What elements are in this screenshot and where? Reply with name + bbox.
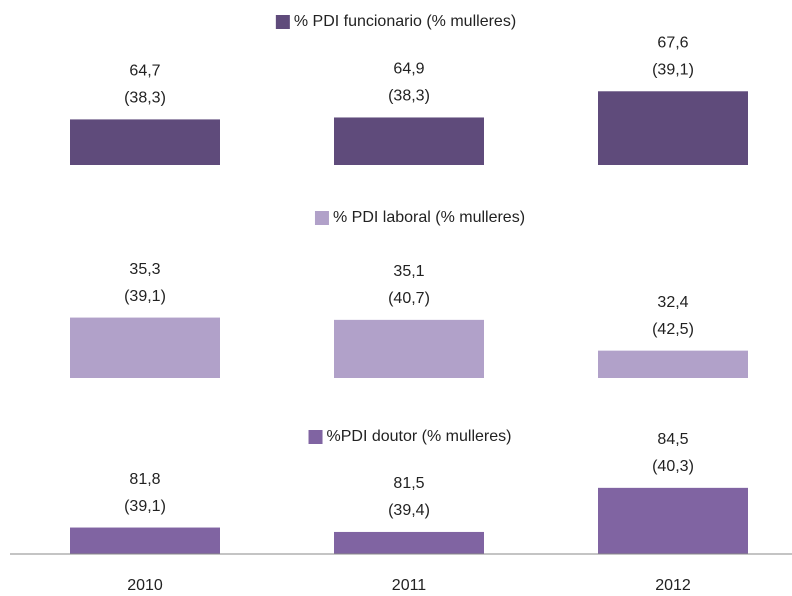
x-tick-label: 2012 <box>655 577 691 594</box>
bar <box>598 487 748 554</box>
legend-label: % PDI funcionario (% mulleres) <box>294 13 516 30</box>
women-label: (40,3) <box>652 458 694 475</box>
bar <box>70 317 220 378</box>
value-label: 67,6 <box>657 34 688 51</box>
women-label: (42,5) <box>652 321 694 338</box>
women-label: (39,1) <box>124 498 166 515</box>
bar <box>598 350 748 378</box>
x-tick-label: 2010 <box>127 577 163 594</box>
bar <box>334 319 484 378</box>
bar <box>70 527 220 554</box>
value-label: 81,8 <box>129 471 160 488</box>
value-label: 64,9 <box>393 61 424 78</box>
value-label: 81,5 <box>393 475 424 492</box>
women-label: (38,3) <box>124 90 166 107</box>
value-label: 35,3 <box>129 261 160 278</box>
legend-label: %PDI doutor (% mulleres) <box>327 428 512 445</box>
value-label: 32,4 <box>657 294 688 311</box>
bar <box>334 117 484 165</box>
legend-label: % PDI laboral (% mulleres) <box>333 209 525 226</box>
value-label: 35,1 <box>393 263 424 280</box>
women-label: (40,7) <box>388 290 430 307</box>
legend-swatch <box>308 430 323 444</box>
women-label: (39,1) <box>652 61 694 78</box>
bar <box>334 531 484 554</box>
value-label: 84,5 <box>657 431 688 448</box>
bar <box>598 91 748 165</box>
women-label: (39,4) <box>388 502 430 519</box>
legend-swatch <box>275 15 290 29</box>
women-label: (38,3) <box>388 88 430 105</box>
legend-swatch <box>314 211 329 225</box>
x-tick-label: 2011 <box>392 577 427 594</box>
bar <box>70 119 220 165</box>
women-label: (39,1) <box>124 288 166 305</box>
value-label: 64,7 <box>129 63 160 80</box>
